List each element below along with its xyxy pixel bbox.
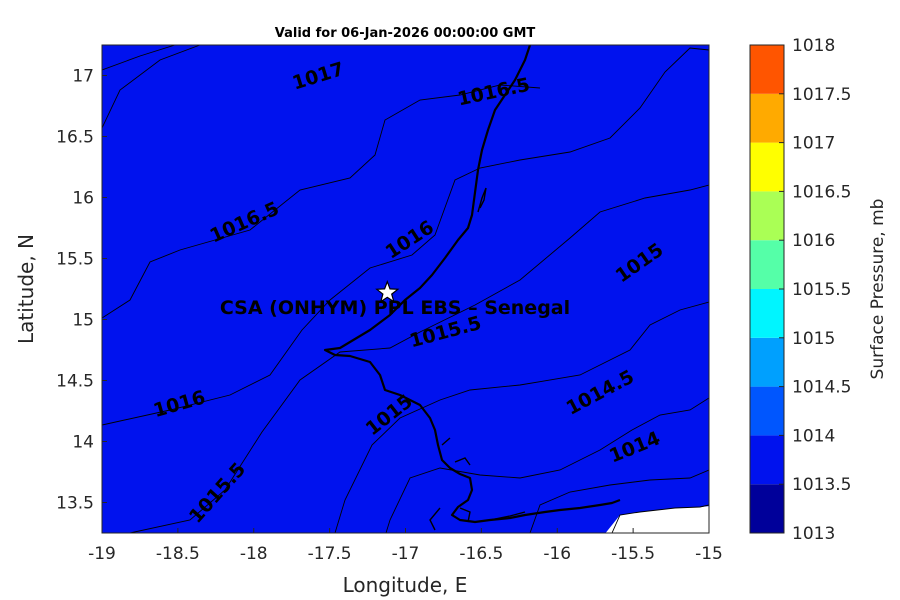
colorbar-tick-label: 1014 [792, 426, 835, 446]
colorbar-tick-label: 1013 [792, 524, 835, 544]
y-tick-label: 16.5 [56, 128, 94, 148]
x-tick-label: -16 [543, 544, 571, 564]
x-tick-label: -17.5 [308, 544, 352, 564]
colorbar-swatch [750, 386, 784, 436]
x-tick-label: -18 [240, 544, 268, 564]
x-axis-label: Longitude, E [343, 573, 468, 597]
site-label: CSA (ONHYM) PPL EBS – Senegal [220, 297, 570, 319]
colorbar-tick-label: 1015 [792, 329, 835, 349]
y-tick-label: 14 [72, 433, 94, 453]
x-tick-label: -19 [88, 544, 116, 564]
plot-title: Valid for 06-Jan-2026 00:00:00 GMT [275, 26, 536, 41]
site-star-icon [375, 279, 400, 303]
colorbar-swatch [750, 240, 784, 289]
y-tick-label: 14.5 [56, 372, 94, 392]
y-axis-label: Latitude, N [14, 234, 38, 344]
x-tick-label: -15.5 [611, 544, 655, 564]
y-tick-label: 15.5 [56, 250, 94, 270]
colorbar-tick-label: 1017.5 [792, 85, 851, 105]
colorbar-swatch [750, 142, 784, 192]
colorbar-label: Surface Pressure, mb [868, 199, 888, 380]
y-tick-label: 15 [72, 311, 94, 331]
colorbar-tick-label: 1016.5 [792, 182, 851, 202]
x-axis: -19 -18.5 -18 -17.5 -17 -16.5 -16 -15.5 -15 [88, 528, 723, 564]
coastline [323, 45, 621, 524]
colorbar: 1013 1013.5 1014 1014.5 1015 1015.5 1016 1016.5… [749, 36, 851, 544]
colorbar-swatch [750, 435, 784, 485]
x-tick-label: -18.5 [156, 544, 200, 564]
x-tick-label: -16.5 [459, 544, 503, 564]
x-tick-label: -17 [392, 544, 420, 564]
y-tick-label: 16 [72, 189, 94, 209]
band-1013-1013.5 [102, 45, 709, 533]
colorbar-tick-label: 1015.5 [792, 280, 851, 300]
colorbar-swatch [750, 289, 784, 338]
pressure-field [102, 45, 709, 533]
delta-creeks [429, 187, 526, 531]
colorbar-tick-label: 1014.5 [792, 378, 851, 398]
colorbar-swatch [750, 337, 784, 387]
isobar-lines [102, 45, 709, 533]
colorbar-tick-label: 1016 [792, 231, 835, 251]
colorbar-tick-label: 1018 [792, 36, 835, 56]
colorbar-tick-label: 1017 [792, 134, 835, 154]
colorbar-swatch [750, 93, 784, 143]
y-axis: 13.5 14 14.5 15 15.5 16 16.5 17 [56, 67, 107, 514]
colorbar-swatch [750, 45, 784, 94]
y-tick-label: 13.5 [56, 494, 94, 514]
y-tick-label: 17 [72, 67, 94, 87]
colorbar-swatch [750, 484, 784, 533]
x-tick-label: -15 [695, 544, 723, 564]
colorbar-tick-label: 1013.5 [792, 475, 851, 495]
colorbar-swatch [750, 191, 784, 241]
